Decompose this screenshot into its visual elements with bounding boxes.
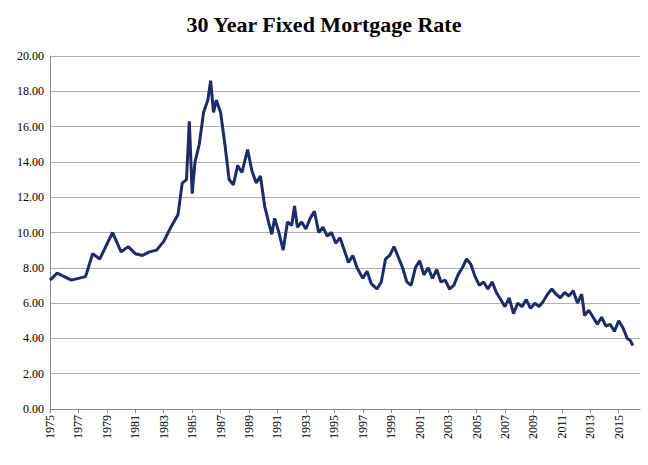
svg-text:10.00: 10.00 [17, 226, 44, 240]
svg-text:2.00: 2.00 [23, 367, 44, 381]
svg-text:1975: 1975 [43, 415, 57, 439]
svg-text:4.00: 4.00 [23, 331, 44, 345]
svg-text:2005: 2005 [470, 415, 484, 439]
svg-text:1997: 1997 [356, 415, 370, 439]
svg-text:1987: 1987 [214, 415, 228, 439]
svg-text:1991: 1991 [270, 415, 284, 439]
svg-text:20.00: 20.00 [17, 49, 44, 63]
svg-text:8.00: 8.00 [23, 261, 44, 275]
svg-text:0.00: 0.00 [23, 402, 44, 416]
svg-text:2015: 2015 [612, 415, 626, 439]
svg-text:2009: 2009 [526, 415, 540, 439]
svg-text:1977: 1977 [71, 415, 85, 439]
svg-text:16.00: 16.00 [17, 120, 44, 134]
svg-text:1993: 1993 [299, 415, 313, 439]
svg-text:1999: 1999 [384, 415, 398, 439]
svg-text:2011: 2011 [555, 415, 569, 439]
svg-text:1989: 1989 [242, 415, 256, 439]
svg-text:18.00: 18.00 [17, 84, 44, 98]
svg-text:2003: 2003 [441, 415, 455, 439]
svg-text:1995: 1995 [327, 415, 341, 439]
svg-text:2013: 2013 [583, 415, 597, 439]
svg-text:1985: 1985 [185, 415, 199, 439]
svg-text:2007: 2007 [498, 415, 512, 439]
svg-text:14.00: 14.00 [17, 155, 44, 169]
svg-text:1979: 1979 [100, 415, 114, 439]
svg-text:30 Year Fixed Mortgage Rate: 30 Year Fixed Mortgage Rate [187, 12, 462, 37]
svg-text:1981: 1981 [128, 415, 142, 439]
svg-text:12.00: 12.00 [17, 190, 44, 204]
svg-text:1983: 1983 [157, 415, 171, 439]
svg-text:2001: 2001 [413, 415, 427, 439]
svg-text:6.00: 6.00 [23, 296, 44, 310]
